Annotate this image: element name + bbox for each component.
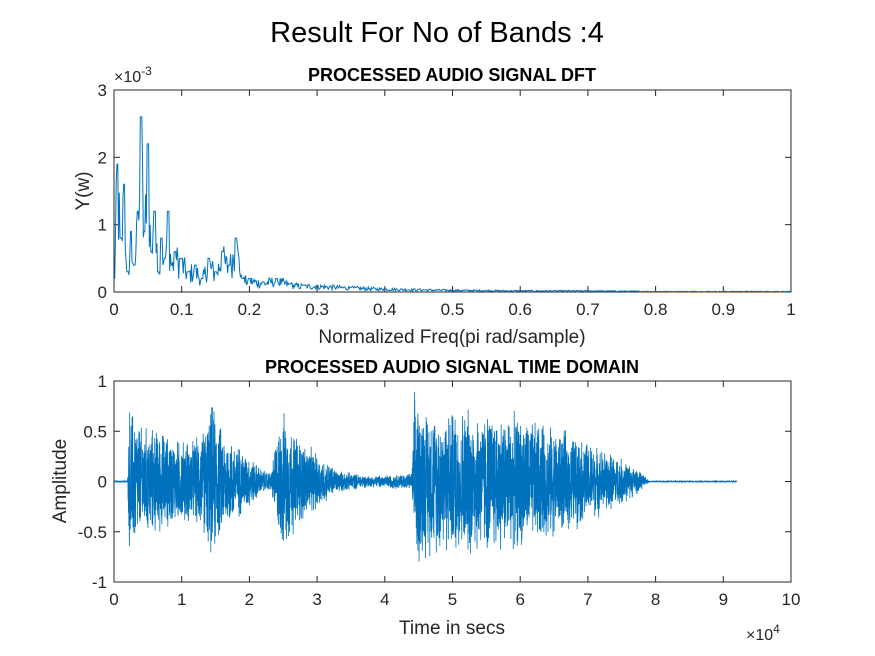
dft-axes: PROCESSED AUDIO SIGNAL DFT 0 0.1 0.2 0.3 0.4… (73, 64, 796, 348)
dft-ticks: 0 0.1 0.2 0.3 0.4 0.5 0.6 0.7 0.8 0.9 1 0 1 2 3 (98, 81, 796, 319)
time-ticks: 0 1 2 3 4 5 6 7 8 9 10 -1 -0.5 0 0.5 1 (78, 372, 801, 609)
dft-ytick-label: 3 (98, 81, 107, 100)
time-xtick-label: 8 (651, 590, 660, 609)
dft-title: PROCESSED AUDIO SIGNAL DFT (308, 65, 596, 85)
time-xtick-label: 6 (515, 590, 524, 609)
dft-xlabel: Normalized Freq(pi rad/sample) (318, 327, 585, 348)
time-ytick-label: -0.5 (78, 523, 107, 542)
time-xtick-label: 0 (109, 590, 118, 609)
time-ytick-label: -1 (92, 573, 107, 592)
dft-xtick-label: 0 (109, 300, 118, 319)
dft-xtick-label: 0.6 (508, 300, 532, 319)
dft-plot-area (113, 89, 792, 293)
dft-xtick-label: 0.3 (305, 300, 329, 319)
time-ytick-label: 0.5 (83, 422, 107, 441)
dft-xtick-label: 0.9 (711, 300, 735, 319)
time-xtick-label: 1 (177, 590, 186, 609)
dft-ytick-label: 2 (98, 148, 107, 167)
time-ytick-label: 1 (98, 372, 107, 391)
dft-xtick-label: 0.4 (373, 300, 397, 319)
time-xtick-label: 4 (380, 590, 389, 609)
time-ylabel: Amplitude (50, 439, 71, 524)
time-xtick-label: 9 (719, 590, 728, 609)
time-xtick-label: 10 (782, 590, 801, 609)
figure-title: Result For No of Bands :4 (270, 17, 604, 49)
time-xtick-label: 2 (245, 590, 254, 609)
dft-ytick-label: 1 (98, 216, 107, 235)
time-title: PROCESSED AUDIO SIGNAL TIME DOMAIN (265, 357, 639, 377)
time-xtick-label: 7 (583, 590, 592, 609)
dft-xtick-label: 1 (786, 300, 795, 319)
dft-xtick-label: 0.7 (576, 300, 600, 319)
time-series-line (113, 391, 738, 562)
time-ytick-label: 0 (98, 473, 107, 492)
dft-xtick-label: 0.8 (644, 300, 668, 319)
dft-y-exponent: ×10-3 (114, 64, 152, 86)
dft-xtick-label: 0.5 (441, 300, 465, 319)
time-x-exponent: ×104 (746, 622, 780, 644)
dft-ytick-label: 0 (98, 283, 107, 302)
dft-series-line (114, 116, 791, 293)
time-xtick-label: 3 (312, 590, 321, 609)
dft-xtick-label: 0.2 (238, 300, 262, 319)
time-xtick-label: 5 (448, 590, 457, 609)
dft-ylabel: Y(w) (73, 171, 94, 210)
time-axes: PROCESSED AUDIO SIGNAL TIME DOMAIN 0 1 2 3 4… (50, 357, 800, 644)
dft-xtick-label: 0.1 (170, 300, 194, 319)
time-xlabel: Time in secs (399, 618, 505, 639)
